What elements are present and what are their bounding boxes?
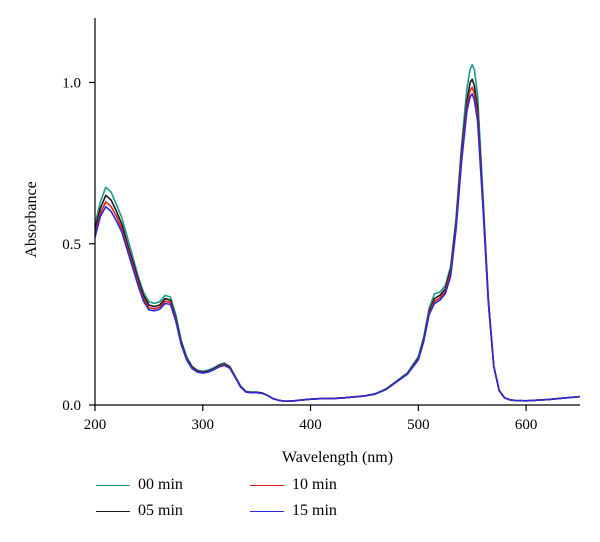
x-tick-label: 300	[192, 417, 215, 433]
absorbance-chart: 200 300 400 500 600 0.0 0.5 1.0 Wavelength (nm…	[23, 18, 581, 466]
legend-swatch-10-min	[250, 484, 284, 486]
legend-swatch-15-min	[250, 510, 284, 512]
legend-item-05-min: 05 min	[96, 500, 183, 522]
y-tick-label: 1.0	[62, 76, 81, 92]
legend-item-15-min: 15 min	[250, 500, 337, 522]
series-line-10-min	[94, 86, 581, 402]
legend-item-00-min: 00 min	[96, 474, 183, 496]
series-line-15-min	[94, 92, 581, 402]
legend-label-10-min: 10 min	[292, 476, 337, 493]
y-tick-label: 0.0	[62, 398, 81, 414]
x-axis-title: Wavelength (nm)	[282, 449, 393, 466]
y-axis-ticks: 0.0 0.5 1.0	[62, 76, 95, 414]
legend-label-00-min: 00 min	[138, 476, 183, 493]
y-axis-title: Absorbance	[23, 181, 40, 257]
x-tick-label: 600	[515, 417, 538, 433]
x-tick-label: 500	[407, 417, 430, 433]
legend-label-15-min: 15 min	[292, 502, 337, 519]
legend-swatch-00-min	[96, 484, 130, 486]
plot-lines	[94, 63, 581, 402]
x-tick-label: 200	[84, 417, 107, 433]
series-line-05-min	[94, 78, 581, 402]
x-axis-ticks: 200 300 400 500 600	[84, 405, 538, 433]
legend: 00 min 10 min 05 min 15 min	[96, 470, 396, 530]
x-tick-label: 400	[299, 417, 322, 433]
y-tick-label: 0.5	[62, 237, 81, 253]
legend-swatch-05-min	[96, 510, 130, 512]
series-line-00-min	[94, 63, 581, 402]
legend-item-10-min: 10 min	[250, 474, 337, 496]
legend-label-05-min: 05 min	[138, 502, 183, 519]
